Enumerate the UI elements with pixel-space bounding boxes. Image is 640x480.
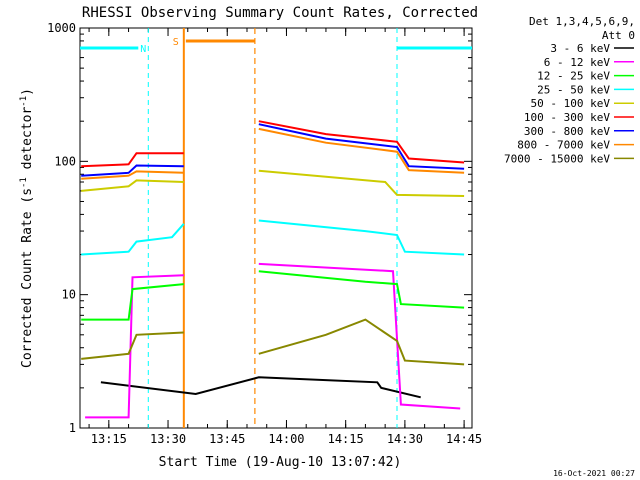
legend-item-label: 3 - 6 keV	[550, 42, 610, 55]
y-axis-label-sup-1: -1	[19, 177, 29, 188]
x-tick-label: 14:45	[446, 432, 482, 446]
y-axis: 1 10 100 1000	[47, 21, 472, 435]
x-tick-label: 13:30	[150, 432, 186, 446]
legend-item-label: 6 - 12 keV	[544, 56, 611, 69]
legend-item-label: 7000 - 15000 keV	[504, 152, 610, 165]
plot-frame	[79, 27, 473, 429]
y-tick-label: 1000	[47, 21, 76, 35]
y-tick-label: 1	[69, 421, 76, 435]
x-tick-label: 14:00	[268, 432, 304, 446]
legend-header-detectors: Det 1,3,4,5,6,9,	[529, 15, 635, 28]
legend-item-label: 100 - 300 keV	[524, 111, 610, 124]
series-line	[81, 120, 465, 168]
legend-item-label: 300 - 800 keV	[524, 125, 610, 138]
legend-header-attenuator: Att 0	[602, 29, 635, 42]
saa-label: S	[173, 37, 179, 48]
x-tick-label: 14:15	[328, 432, 364, 446]
series-group	[81, 120, 465, 419]
x-tick-label: 13:15	[91, 432, 127, 446]
x-axis: 13:15 13:30 13:45 14:00 14:15 14:30 14:45	[88, 28, 482, 446]
series-line	[81, 270, 465, 321]
x-tick-label: 13:45	[209, 432, 245, 446]
series-line	[81, 123, 465, 177]
y-axis-label: Corrected Count Rate (s-1 detector-1)	[19, 88, 35, 368]
chart-title: RHESSI Observing Summary Count Rates, Co…	[82, 5, 478, 21]
segment-markers: NS	[80, 28, 472, 428]
night-label: N	[140, 44, 146, 55]
y-tick-label: 100	[54, 154, 76, 168]
y-axis-label-sup-2: -1	[19, 96, 29, 107]
x-tick-label: 14:30	[387, 432, 423, 446]
series-line	[81, 219, 465, 256]
footer-date: 16-Oct-2021 00:27	[553, 469, 635, 478]
legend-item-label: 800 - 7000 keV	[517, 139, 610, 152]
y-axis-label-end: )	[20, 88, 35, 96]
legend-item-label: 12 - 25 keV	[537, 70, 610, 83]
y-tick-label: 10	[62, 288, 76, 302]
series-line	[81, 127, 465, 180]
y-axis-label-main: Corrected Count Rate (s	[20, 188, 35, 368]
x-axis-label: Start Time (19-Aug-10 13:07:42)	[159, 455, 402, 470]
series-line	[81, 318, 465, 366]
legend-item-label: 25 - 50 keV	[537, 83, 610, 96]
series-line	[81, 169, 465, 197]
series-line	[100, 376, 421, 399]
legend-item-label: 50 - 100 keV	[531, 97, 611, 110]
y-axis-label-mid: detector	[20, 107, 35, 178]
